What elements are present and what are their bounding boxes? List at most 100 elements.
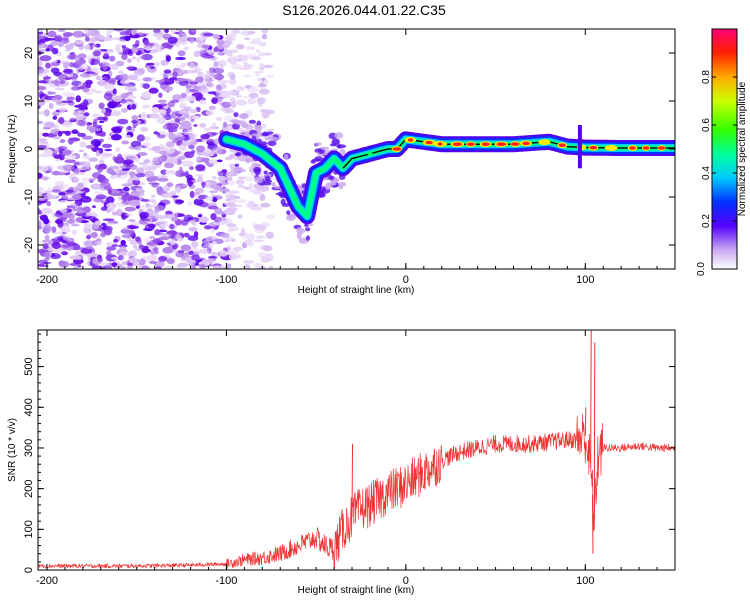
- noise-blob: [156, 116, 166, 124]
- noise-blob: [190, 247, 199, 253]
- colorbar-gradient: [711, 28, 738, 270]
- noise-blob: [132, 245, 138, 248]
- noise-blob: [165, 192, 173, 195]
- noise-blob: [201, 44, 210, 49]
- noise-blob: [102, 143, 113, 148]
- noise-blob: [76, 206, 85, 214]
- noise-blob: [261, 29, 269, 34]
- noise-blob: [247, 233, 256, 241]
- noise-blob: [237, 181, 243, 189]
- noise-blob: [132, 179, 141, 186]
- noise-blob: [130, 192, 141, 197]
- noise-blob: [179, 120, 192, 128]
- noise-blob: [56, 236, 65, 240]
- noise-blob: [217, 175, 227, 182]
- ridge-hotspot-peak: [481, 142, 490, 146]
- noise-blob: [186, 259, 193, 266]
- noise-blob: [201, 181, 206, 187]
- noise-blob: [83, 44, 90, 50]
- noise-blob: [175, 56, 186, 61]
- noise-blob: [189, 62, 196, 69]
- noise-blob: [91, 88, 97, 93]
- noise-blob: [133, 221, 139, 227]
- noise-blob: [55, 158, 61, 162]
- noise-blob: [81, 135, 93, 140]
- noise-blob: [156, 35, 163, 41]
- noise-blob: [140, 112, 147, 120]
- noise-blob: [80, 196, 92, 203]
- noise-blob: [71, 129, 79, 135]
- noise-blob: [62, 235, 71, 241]
- noise-blob: [206, 138, 214, 142]
- noise-blob: [72, 266, 79, 269]
- noise-blob: [256, 235, 266, 239]
- noise-blob: [159, 223, 170, 227]
- x-tick-label: -100: [215, 274, 237, 286]
- noise-blob: [305, 227, 311, 232]
- noise-blob: [103, 185, 113, 190]
- noise-blob: [254, 125, 263, 132]
- noise-blob: [74, 104, 85, 108]
- noise-blob: [54, 79, 60, 86]
- noise-blob: [88, 157, 99, 162]
- noise-blob: [260, 222, 270, 228]
- noise-blob: [174, 199, 184, 205]
- noise-blob: [188, 89, 198, 93]
- noise-blob: [124, 134, 132, 139]
- noise-blob: [74, 40, 86, 45]
- colorbar: 0.0 0.2 0.4 0.6 0.8 Normalized spectral ampl…: [696, 28, 748, 276]
- noise-blob: [236, 99, 244, 103]
- noise-blob: [155, 80, 165, 83]
- noise-blob: [109, 175, 119, 179]
- snr-panel: -200 -100 0 100 0 100 200 300 400 500 Height of s…: [7, 329, 676, 596]
- snr-frame: [37, 329, 676, 571]
- snr-ticks: -200 -100 0 100 0 100 200 300 400 500: [23, 330, 676, 587]
- noise-blob: [38, 264, 49, 268]
- noise-blob: [190, 108, 198, 114]
- noise-blob: [61, 100, 74, 103]
- noise-blob: [84, 162, 91, 168]
- y-tick-label: 200: [23, 479, 35, 497]
- noise-blob: [158, 109, 167, 114]
- noise-blob: [128, 257, 138, 264]
- noise-blob: [52, 189, 62, 193]
- noise-blob: [177, 50, 186, 57]
- noise-blob: [126, 91, 133, 95]
- noise-blob: [145, 62, 155, 66]
- noise-blob: [82, 87, 90, 93]
- noise-blob: [220, 265, 226, 269]
- noise-blob: [38, 131, 43, 138]
- x-tick-label: -200: [36, 575, 58, 587]
- noise-blob: [144, 171, 155, 178]
- noise-blob: [61, 229, 71, 233]
- noise-blob: [62, 121, 73, 128]
- noise-blob: [153, 247, 159, 252]
- noise-blob: [236, 44, 245, 50]
- y-tick-label: -20: [23, 237, 35, 253]
- noise-blob: [72, 30, 85, 38]
- noise-blob: [90, 183, 102, 190]
- noise-blob: [68, 218, 75, 224]
- noise-blob: [38, 59, 43, 67]
- noise-blob: [77, 53, 87, 59]
- ridge-hotspot-peak: [496, 142, 507, 146]
- noise-blob: [187, 180, 193, 187]
- noise-blob: [222, 214, 227, 218]
- noise-blob: [174, 185, 182, 193]
- y-tick-label: -10: [23, 189, 35, 205]
- noise-blob: [157, 175, 169, 178]
- noise-blob: [212, 146, 224, 154]
- noise-blob: [140, 199, 151, 202]
- noise-blob: [151, 106, 160, 114]
- noise-blob: [148, 87, 159, 94]
- noise-blob: [230, 74, 236, 80]
- noise-blob: [124, 35, 131, 42]
- noise-blob: [258, 42, 267, 47]
- noise-blob: [144, 167, 156, 170]
- noise-blob: [38, 249, 47, 254]
- noise-blob: [120, 239, 126, 246]
- noise-blob: [57, 29, 66, 32]
- noise-blob: [66, 96, 75, 101]
- noise-blob: [54, 212, 63, 218]
